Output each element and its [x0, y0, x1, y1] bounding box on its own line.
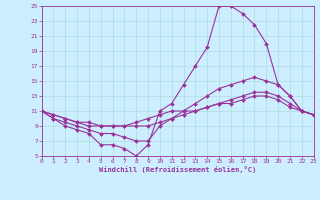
X-axis label: Windchill (Refroidissement éolien,°C): Windchill (Refroidissement éolien,°C) — [99, 166, 256, 173]
